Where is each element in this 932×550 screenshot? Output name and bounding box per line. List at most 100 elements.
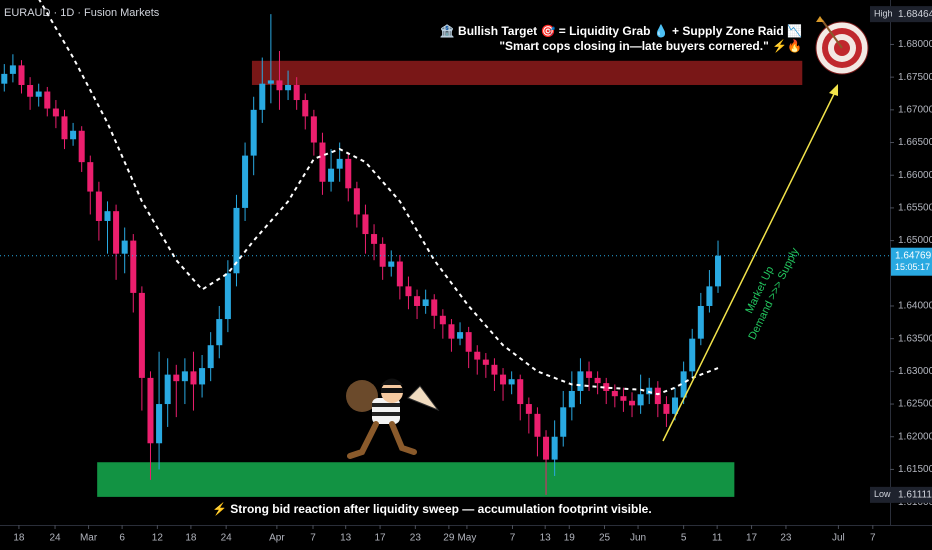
arrow-head	[829, 84, 838, 96]
candle-body	[362, 214, 369, 235]
x-tick-label: 19	[564, 533, 576, 544]
x-tick-label: 13	[540, 533, 552, 544]
candle-body	[44, 91, 51, 109]
y-tick-label: 1.64000	[898, 301, 932, 312]
candle-body	[87, 162, 94, 192]
y-tick-label: 1.61500	[898, 464, 932, 475]
moving-average	[38, 0, 719, 396]
candle-body	[534, 413, 541, 437]
candle-body	[706, 286, 713, 306]
candle-body	[199, 368, 206, 385]
candle-body	[353, 188, 360, 215]
candle-body	[568, 390, 575, 408]
x-tick-label: 23	[410, 533, 422, 544]
candle-body	[293, 84, 300, 101]
candle-body	[603, 383, 610, 391]
x-tick-label: 7	[870, 533, 876, 544]
candle-body	[611, 390, 618, 397]
x-tick-label: 29	[443, 533, 455, 544]
y-tick-label: 1.65000	[898, 235, 932, 246]
candle-body	[388, 261, 395, 267]
candle-body	[216, 319, 223, 346]
y-tick-label: 1.62500	[898, 399, 932, 410]
candle-body	[396, 261, 403, 287]
candle-body	[474, 351, 481, 360]
candle-body	[689, 338, 696, 372]
price-label-box	[870, 6, 932, 23]
x-tick-label: 24	[49, 533, 61, 544]
annotation-top: 🏦 Bullish Target 🎯 = Liquidity Grab 💧 + …	[440, 24, 802, 38]
annotation-bottom: ⚡ Strong bid reaction after liquidity sw…	[212, 502, 652, 516]
candle-body	[620, 396, 627, 401]
x-tick-label: 24	[221, 533, 233, 544]
symbol-label: EURAUD · 1D · Fusion Markets	[4, 7, 160, 19]
candle-body	[422, 299, 429, 306]
annotation-top-2: "Smart cops closing in—late buyers corne…	[499, 39, 802, 53]
candles	[1, 14, 722, 495]
candle-body	[164, 374, 171, 405]
x-tick-label: 18	[13, 533, 25, 544]
candle-body	[629, 400, 636, 406]
y-tick-label: 1.63000	[898, 366, 932, 377]
x-tick-label: 18	[185, 533, 197, 544]
x-tick-label: 13	[340, 533, 352, 544]
last-price-value: 1.64769	[895, 250, 932, 261]
axes: 1.68000 1.67500 1.67000 1.66500 1.66000 1.655…	[13, 6, 932, 544]
candle-body	[491, 364, 498, 375]
candle-body	[285, 84, 292, 91]
x-tick-label: 17	[746, 533, 758, 544]
zones	[97, 60, 803, 497]
candle-body	[207, 345, 214, 369]
candle-body	[319, 142, 326, 182]
candle-body	[35, 91, 42, 97]
candle-body	[173, 374, 180, 382]
candle-body	[224, 273, 231, 320]
candle-body	[61, 116, 68, 140]
candle-body	[302, 100, 309, 117]
candle-body	[345, 158, 352, 189]
candle-body	[379, 243, 386, 267]
y-tick-label: 1.62000	[898, 431, 932, 442]
target-arrow	[662, 89, 837, 442]
candle-body	[654, 387, 661, 405]
demand-zone	[97, 462, 735, 497]
price-label-name: High	[874, 8, 893, 18]
candle-body	[95, 191, 102, 221]
y-tick-label: 1.66500	[898, 137, 932, 148]
x-tick-label: 7	[310, 533, 316, 544]
x-tick-label: 23	[780, 533, 792, 544]
x-tick-label: 17	[375, 533, 387, 544]
x-tick-label: 11	[712, 533, 723, 544]
candle-body	[147, 377, 154, 444]
y-tick-label: 1.67500	[898, 72, 932, 83]
thief-icon	[346, 378, 440, 459]
candle-body	[672, 397, 679, 414]
overlay	[0, 0, 890, 396]
candle-body	[9, 65, 16, 74]
candle-body	[482, 359, 489, 365]
candle-body	[121, 240, 128, 254]
candle-body	[465, 332, 472, 352]
candle-body	[715, 255, 722, 287]
x-tick-label: May	[457, 533, 476, 544]
y-tick-label: 1.63500	[898, 333, 932, 344]
x-tick-label: 5	[681, 533, 687, 544]
x-tick-label: Jul	[832, 533, 845, 544]
candle-body	[259, 83, 266, 110]
candle-body	[181, 371, 188, 382]
candle-body	[577, 371, 584, 391]
price-label-name: Low	[874, 489, 891, 499]
price-label-value: 1.61111	[898, 490, 932, 501]
candle-body	[663, 404, 670, 414]
candle-body	[414, 296, 421, 306]
price-label-box	[870, 486, 932, 503]
candle-body	[267, 80, 274, 84]
candle-body	[328, 168, 335, 182]
candle-body	[508, 379, 515, 385]
candle-body	[431, 299, 438, 316]
candle-body	[18, 65, 25, 85]
candle-body	[551, 436, 558, 460]
y-tick-label: 1.68000	[898, 39, 932, 50]
candle-body	[113, 211, 120, 254]
